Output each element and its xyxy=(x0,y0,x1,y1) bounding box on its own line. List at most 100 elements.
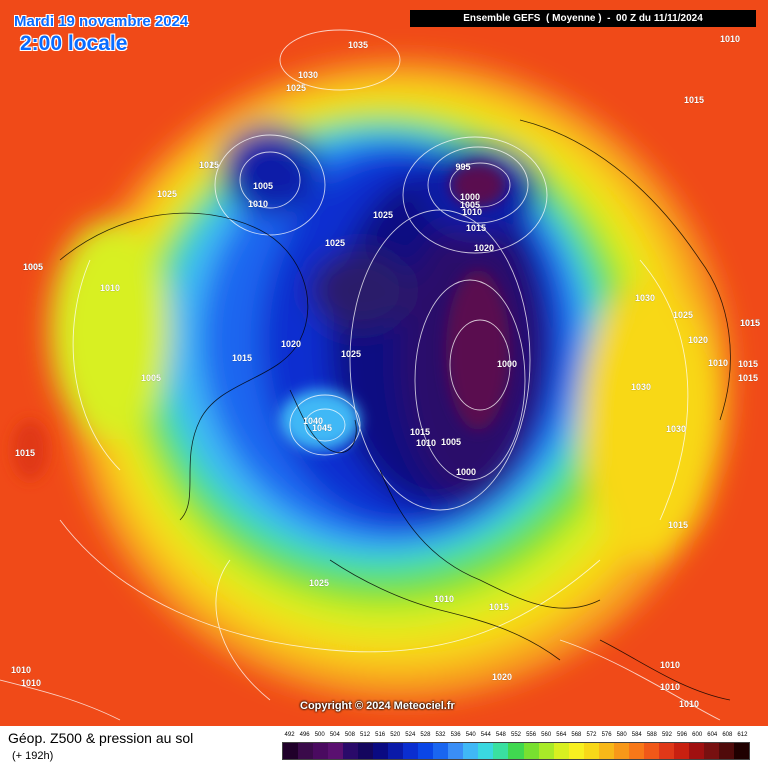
legend-swatch xyxy=(553,743,569,759)
isobar-label: 1010 xyxy=(660,682,680,692)
legend-tick-label: 560 xyxy=(541,732,552,738)
legend-swatch xyxy=(313,743,329,759)
color-scale-bar xyxy=(282,742,750,760)
isobar-label: 1015 xyxy=(232,353,252,363)
legend-tick-label: 508 xyxy=(344,732,355,738)
legend-swatch xyxy=(718,743,734,759)
legend-tick-label: 548 xyxy=(495,732,506,738)
model-run-label: Ensemble GEFS ( Moyenne ) - 00 Z du 11/1… xyxy=(410,10,756,27)
legend-swatch xyxy=(613,743,629,759)
isobar-label: 1020 xyxy=(492,672,512,682)
legend-swatch xyxy=(538,743,554,759)
isobar-label: 1010 xyxy=(462,207,482,217)
isobar-label: 1030 xyxy=(298,70,318,80)
isobar-label: 1025 xyxy=(325,238,345,248)
legend-swatch xyxy=(283,743,299,759)
legend-tick-label: 524 xyxy=(405,732,416,738)
isobar-label: 1020 xyxy=(281,339,301,349)
legend-swatch xyxy=(658,743,674,759)
legend-tick-label: 544 xyxy=(480,732,491,738)
isobar-label: 1015 xyxy=(684,95,704,105)
legend-tick-label: 500 xyxy=(314,732,325,738)
isobar-label: 1005 xyxy=(253,181,273,191)
legend-tick-label: 556 xyxy=(526,732,537,738)
isobar-label: 1015 xyxy=(740,318,760,328)
z500-shading xyxy=(50,60,730,700)
isobar-label: 995 xyxy=(455,162,470,172)
isobar-label: 1040 xyxy=(303,416,323,426)
isobar-label: 1010 xyxy=(434,594,454,604)
legend-swatch xyxy=(418,743,434,759)
isobar-label: 1015 xyxy=(489,602,509,612)
forecast-local-time: 2:00 locale xyxy=(20,32,128,55)
isobar-label: 1015 xyxy=(740,318,760,328)
legend-tick-label: 596 xyxy=(677,732,688,738)
copyright-notice: Copyright © 2024 Meteociel.fr xyxy=(300,700,455,712)
isobar-label: 1015 xyxy=(410,427,430,437)
isobar-label: 1025 xyxy=(157,189,177,199)
legend-panel: Géop. Z500 & pression au sol (+ 192h) 49… xyxy=(0,726,768,768)
isobar-label: 1020 xyxy=(688,335,708,345)
isobar-label: 1035 xyxy=(348,40,368,50)
legend-swatch xyxy=(358,743,374,759)
legend-tick-label: 532 xyxy=(435,732,446,738)
legend-tick-label: 540 xyxy=(465,732,476,738)
legend-swatch xyxy=(373,743,389,759)
legend-tick-label: 564 xyxy=(556,732,567,738)
legend-swatch xyxy=(298,743,314,759)
isobar-label: 1020 xyxy=(474,243,494,253)
legend-tick-label: 504 xyxy=(329,732,340,738)
isobar-label: 1015 xyxy=(466,223,486,233)
isobar-label: 1015 xyxy=(738,359,758,369)
legend-swatch xyxy=(493,743,509,759)
legend-tick-label: 604 xyxy=(707,732,718,738)
isobar-label: 1025 xyxy=(286,83,306,93)
legend-swatch xyxy=(388,743,404,759)
isobar-label: 1000 xyxy=(460,192,480,202)
coastlines xyxy=(59,119,731,701)
isobar-label: 1025 xyxy=(373,210,393,220)
legend-swatch xyxy=(433,743,449,759)
isobar-label: 1030 xyxy=(666,424,686,434)
isobar-label: 1010 xyxy=(248,199,268,209)
isobar-label: 1010 xyxy=(720,34,740,44)
product-title: Géop. Z500 & pression au sol xyxy=(8,730,194,746)
legend-swatch xyxy=(448,743,464,759)
isobar-lines xyxy=(0,29,721,721)
legend-tick-label: 608 xyxy=(722,732,733,738)
isobar-label: 1030 xyxy=(631,382,651,392)
legend-swatch xyxy=(463,743,479,759)
legend-tick-label: 512 xyxy=(360,732,371,738)
legend-swatch xyxy=(688,743,704,759)
isobar-label: 1010 xyxy=(708,358,728,368)
isobar-label: 1030 xyxy=(635,293,655,303)
isobar-label: 1045 xyxy=(312,423,332,433)
legend-swatch xyxy=(523,743,539,759)
isobar-label: 1010 xyxy=(660,660,680,670)
legend-tick-label: 492 xyxy=(284,732,295,738)
isobar-label: 1015 xyxy=(668,520,688,530)
isobar-label: 1010 xyxy=(100,283,120,293)
isobar-label: 1005 xyxy=(23,262,43,272)
legend-tick-label: 552 xyxy=(510,732,521,738)
isobar-label: 1015 xyxy=(15,448,35,458)
isobar-label: 1000 xyxy=(497,359,517,369)
legend-tick-label: 600 xyxy=(692,732,703,738)
isobar-label: 1010 xyxy=(679,699,699,709)
legend-tick-label: 592 xyxy=(661,732,672,738)
lead-time: (+ 192h) xyxy=(12,750,54,762)
isobar-label: 1005 xyxy=(23,262,43,272)
legend-tick-label: 536 xyxy=(450,732,461,738)
legend-swatch xyxy=(508,743,524,759)
legend-tick-label: 612 xyxy=(737,732,748,738)
legend-swatch xyxy=(643,743,659,759)
isobar-label: 1010 xyxy=(416,438,436,448)
legend-tick-label: 528 xyxy=(420,732,431,738)
legend-swatch xyxy=(328,743,344,759)
legend-swatch xyxy=(733,743,749,759)
legend-swatch xyxy=(598,743,614,759)
legend-swatch xyxy=(478,743,494,759)
isobar-label: 1005 xyxy=(460,200,480,210)
forecast-date: Mardi 19 novembre 2024 xyxy=(14,13,189,30)
isobar-label: 1005 xyxy=(441,437,461,447)
